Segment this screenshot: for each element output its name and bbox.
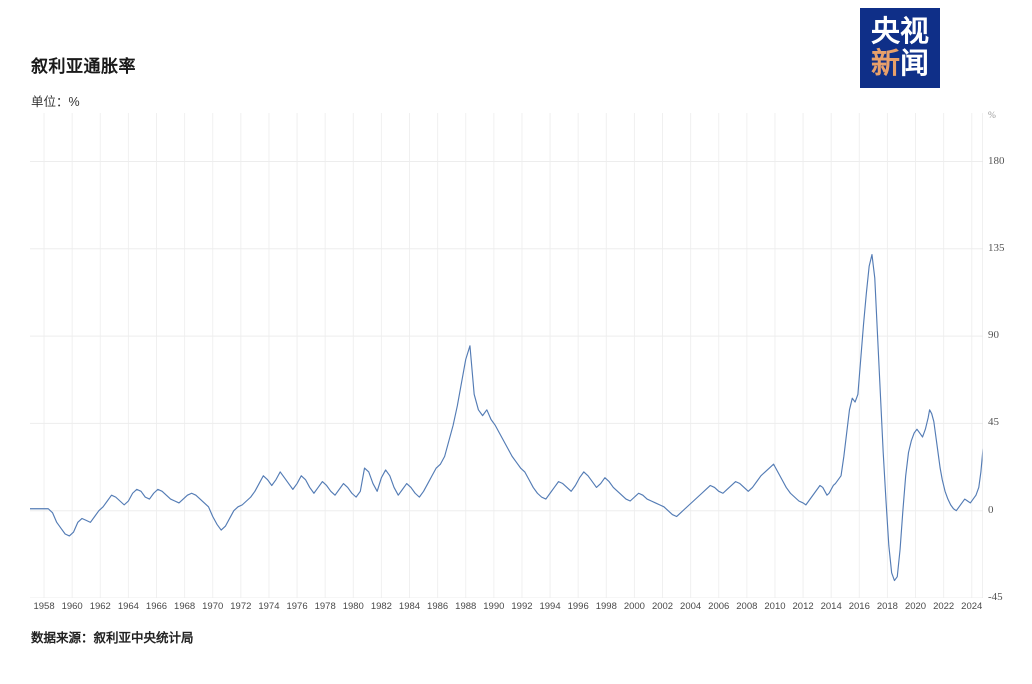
x-tick-1988: 1988 bbox=[455, 601, 477, 612]
inflation-line-chart bbox=[30, 113, 983, 598]
grid-horizontal bbox=[30, 161, 983, 598]
y-tick-180: 180 bbox=[988, 154, 1005, 167]
x-tick-1970: 1970 bbox=[202, 601, 224, 612]
x-tick-1990: 1990 bbox=[483, 601, 505, 612]
y-axis-unit: % bbox=[988, 111, 996, 121]
x-tick-1980: 1980 bbox=[342, 601, 364, 612]
x-tick-2014: 2014 bbox=[820, 601, 842, 612]
y-tick-135: 135 bbox=[988, 241, 1005, 254]
x-tick-1962: 1962 bbox=[89, 601, 111, 612]
logo-line-2: 新 闻 bbox=[870, 46, 930, 80]
y-axis: % 180 135 90 45 0 -45 bbox=[988, 0, 1032, 684]
logo-char-wen: 闻 bbox=[900, 46, 930, 80]
x-tick-1982: 1982 bbox=[370, 601, 392, 612]
x-tick-1960: 1960 bbox=[61, 601, 83, 612]
x-tick-1972: 1972 bbox=[230, 601, 252, 612]
logo-char-xin: 新 bbox=[870, 46, 900, 80]
x-tick-1976: 1976 bbox=[286, 601, 308, 612]
x-tick-1992: 1992 bbox=[511, 601, 533, 612]
logo-line-1: 央 视 bbox=[871, 17, 929, 47]
x-tick-1966: 1966 bbox=[145, 601, 168, 612]
x-tick-2008: 2008 bbox=[736, 601, 758, 612]
x-tick-1996: 1996 bbox=[567, 601, 589, 612]
grid-vertical bbox=[43, 113, 973, 598]
series-line-inflation bbox=[30, 254, 983, 582]
x-tick-1968: 1968 bbox=[174, 601, 196, 612]
x-tick-1978: 1978 bbox=[314, 601, 336, 612]
x-tick-1974: 1974 bbox=[258, 601, 280, 612]
page-title: 叙利亚通胀率 bbox=[31, 57, 136, 76]
x-tick-1998: 1998 bbox=[595, 601, 617, 612]
source-note: 数据来源：叙利亚中央统计局 bbox=[31, 631, 194, 645]
x-tick-2000: 2000 bbox=[623, 601, 645, 612]
x-tick-2010: 2010 bbox=[764, 601, 786, 612]
x-tick-2002: 2002 bbox=[651, 601, 674, 612]
x-tick-1958: 1958 bbox=[33, 601, 55, 612]
x-tick-1986: 1986 bbox=[427, 601, 449, 612]
x-tick-1994: 1994 bbox=[539, 601, 561, 612]
x-axis: 1958 1960 1962 1964 1966 1968 1970 1972 1974 1976… bbox=[0, 601, 1032, 619]
x-tick-2016: 2016 bbox=[848, 601, 870, 612]
logo-char-yang: 央 bbox=[870, 14, 900, 49]
cctv-news-logo: 央 视 新 闻 bbox=[860, 8, 940, 88]
x-tick-2006: 2006 bbox=[708, 601, 730, 612]
unit-label: 单位：% bbox=[31, 95, 80, 109]
logo-char-shi: 视 bbox=[900, 14, 930, 49]
x-tick-2004: 2004 bbox=[680, 601, 702, 612]
x-tick-2024: 2024 bbox=[961, 601, 983, 612]
y-tick-0: 0 bbox=[988, 503, 994, 516]
y-tick-90: 90 bbox=[988, 329, 999, 342]
x-tick-2012: 2012 bbox=[792, 601, 814, 612]
x-tick-1964: 1964 bbox=[117, 601, 139, 612]
y-tick-minus45: -45 bbox=[988, 591, 1003, 603]
x-tick-2020: 2020 bbox=[904, 601, 927, 612]
x-tick-2022: 2022 bbox=[933, 601, 955, 612]
plot-area bbox=[30, 113, 983, 598]
x-tick-2018: 2018 bbox=[876, 601, 898, 612]
x-tick-1984: 1984 bbox=[398, 601, 421, 612]
y-tick-45: 45 bbox=[988, 416, 999, 429]
